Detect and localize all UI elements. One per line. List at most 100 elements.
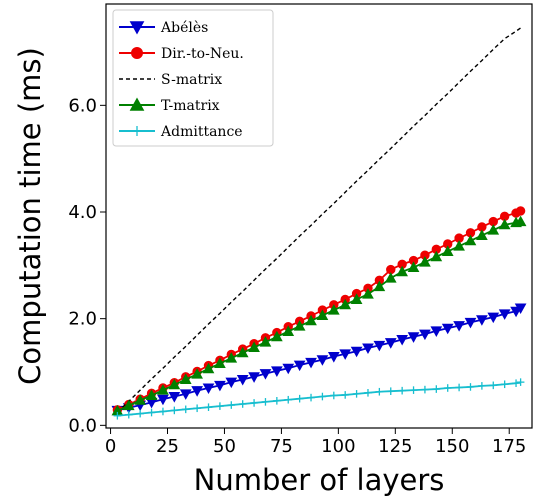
data-point	[250, 399, 258, 407]
series-group	[111, 27, 527, 420]
data-point	[122, 399, 135, 411]
data-point	[282, 325, 295, 336]
data-point	[214, 380, 226, 392]
data-point	[157, 394, 169, 406]
plot-frame	[105, 3, 533, 429]
x-tick-label: 0	[105, 436, 116, 457]
data-point	[168, 378, 181, 390]
legend-entry: S-matrix	[119, 72, 222, 88]
data-point	[179, 373, 192, 384]
legend-label: Dir.-to-Neu.	[161, 46, 244, 62]
data-point	[512, 379, 520, 387]
data-point	[373, 280, 386, 292]
data-point	[248, 372, 260, 383]
data-point	[453, 321, 465, 332]
y-tick-label: 6.0	[68, 95, 97, 116]
data-point	[498, 309, 511, 320]
data-point	[455, 383, 463, 392]
data-point	[375, 387, 384, 396]
data-point	[202, 383, 215, 395]
data-point	[514, 215, 527, 227]
data-point	[514, 303, 527, 315]
data-point	[441, 323, 454, 335]
data-point	[441, 245, 454, 256]
data-point	[238, 400, 247, 408]
data-point	[515, 206, 526, 216]
data-point	[396, 334, 408, 346]
y-axis-title: Computation time (ms)	[13, 47, 47, 385]
data-point	[113, 411, 122, 420]
data-point	[341, 391, 349, 399]
data-point	[131, 47, 143, 59]
data-point	[293, 360, 306, 372]
data-point	[464, 317, 477, 329]
data-point	[350, 293, 363, 304]
series-3	[111, 215, 527, 416]
data-point	[295, 394, 304, 403]
data-point	[487, 224, 500, 235]
legend-label: T-matrix	[161, 98, 220, 114]
data-point	[327, 304, 340, 315]
data-point	[145, 389, 158, 400]
series-0	[111, 303, 527, 417]
legend-entry: Dir.-to-Neu.	[119, 46, 244, 62]
data-point	[193, 404, 201, 413]
y-tick-label: 4.0	[68, 202, 97, 223]
y-tick-label: 0.0	[68, 415, 97, 436]
data-point	[159, 407, 167, 416]
data-point	[271, 330, 283, 342]
data-point	[386, 387, 395, 395]
data-point	[362, 288, 374, 299]
data-point	[181, 405, 190, 414]
data-point	[432, 385, 441, 393]
data-point	[430, 250, 443, 262]
data-point	[305, 357, 317, 369]
data-point	[421, 385, 429, 394]
series-line	[116, 27, 522, 413]
x-tick-label: 175	[492, 436, 526, 457]
data-point	[202, 362, 215, 374]
data-point	[204, 403, 213, 411]
data-point	[419, 256, 431, 267]
data-point	[464, 234, 477, 246]
data-point	[216, 402, 224, 410]
data-point	[129, 21, 145, 35]
data-point	[179, 389, 192, 400]
x-axis: 0 25 50 75 100 125 150 175	[105, 428, 526, 457]
data-point	[339, 349, 352, 360]
legend-label: Admittance	[160, 124, 243, 140]
data-point	[516, 378, 525, 386]
x-tick-label: 125	[378, 436, 412, 457]
data-point	[407, 332, 420, 343]
legend-box	[112, 9, 274, 147]
data-point	[500, 380, 509, 389]
data-point	[284, 395, 293, 404]
data-point	[384, 338, 397, 349]
data-point	[373, 340, 386, 352]
data-point	[225, 377, 238, 389]
data-point	[384, 272, 397, 283]
legend-entry: Abélès	[119, 20, 208, 36]
data-point	[147, 408, 156, 417]
data-point	[259, 336, 272, 347]
data-point	[132, 126, 142, 136]
data-point	[407, 261, 420, 272]
data-point	[316, 309, 329, 320]
data-point	[134, 394, 147, 405]
data-point	[398, 386, 406, 395]
data-point	[157, 384, 169, 395]
data-point	[129, 97, 145, 111]
data-point	[487, 312, 500, 324]
data-point	[476, 229, 488, 240]
data-point	[214, 357, 226, 368]
legend-entry: T-matrix	[119, 97, 220, 114]
data-point	[305, 314, 317, 326]
x-tick-label: 100	[321, 436, 355, 457]
data-point	[273, 397, 281, 405]
data-point	[443, 384, 452, 392]
series-4	[113, 378, 525, 420]
y-tick-label: 2.0	[68, 309, 97, 330]
data-point	[261, 398, 270, 406]
x-tick-label: 150	[435, 436, 469, 457]
